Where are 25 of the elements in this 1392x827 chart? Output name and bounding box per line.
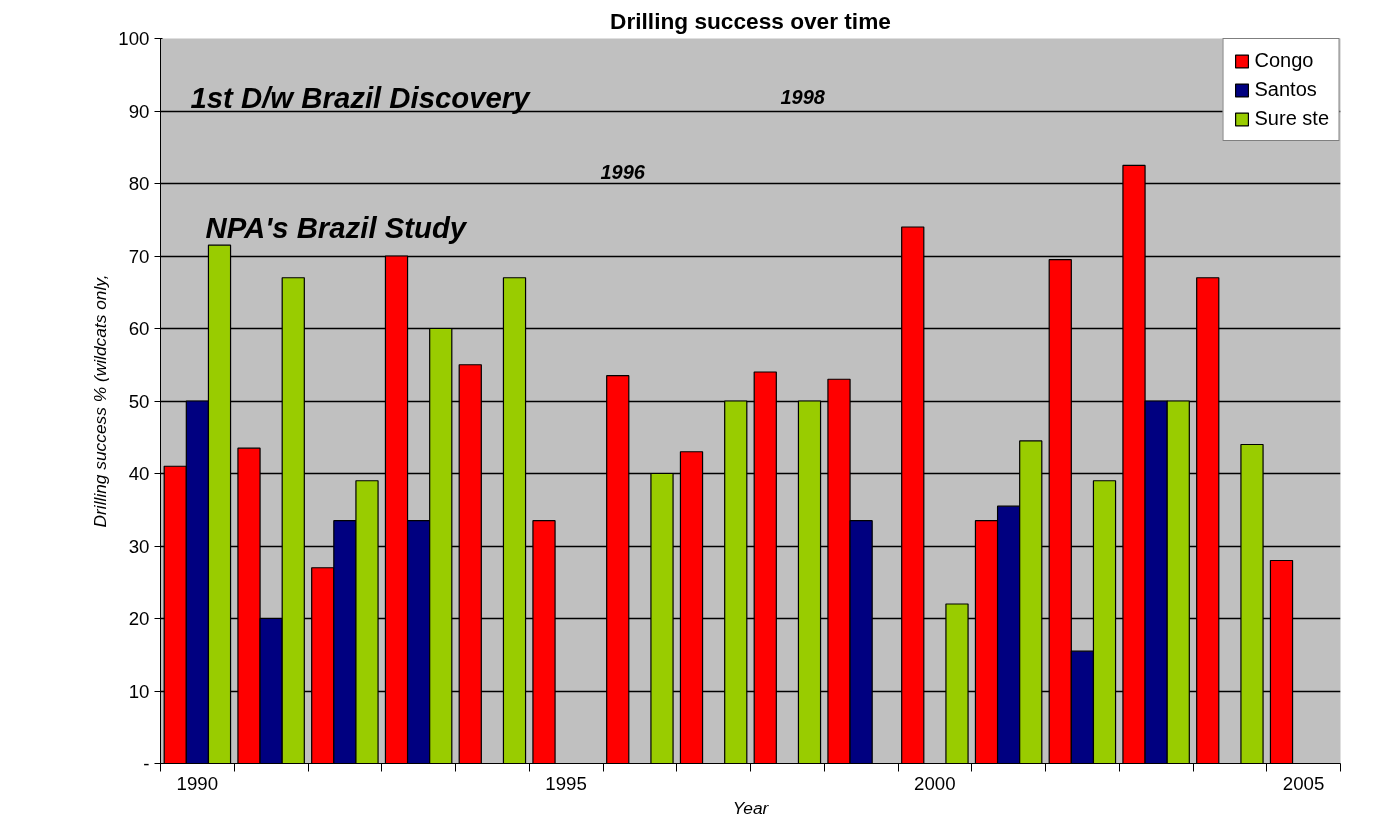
y-tick-label: 40 xyxy=(128,463,150,484)
annotation: 1st D/w Brazil Discovery xyxy=(190,80,532,114)
y-tick-label: 90 xyxy=(128,100,150,122)
legend-label: Santos xyxy=(1254,78,1317,101)
x-tick-label: 2005 xyxy=(1282,772,1325,794)
x-tick-label: 1995 xyxy=(545,772,587,794)
y-tick-label: 70 xyxy=(128,245,150,267)
legend-label: Congo xyxy=(1254,49,1314,72)
y-tick-label: 30 xyxy=(128,535,150,557)
x-tick-label: 2000 xyxy=(914,772,956,794)
x-axis-title: Year xyxy=(732,797,770,818)
y-tick-label: - xyxy=(143,753,150,774)
y-tick-label: 100 xyxy=(118,28,150,49)
y-tick-label: 20 xyxy=(128,608,150,629)
annotation: 1996 xyxy=(600,160,646,183)
y-tick-label: 60 xyxy=(128,318,150,339)
legend-label: Sure ste xyxy=(1254,107,1329,130)
y-tick-label: 10 xyxy=(128,680,150,702)
y-axis-title: Drilling success % (wildcats only, xyxy=(90,274,111,528)
annotation: NPA's Brazil Study xyxy=(205,210,468,244)
y-tick-label: 50 xyxy=(128,390,150,412)
chart-title: Drilling success over time xyxy=(610,7,891,34)
annotation: 1998 xyxy=(780,85,826,108)
x-tick-label: 1990 xyxy=(176,772,219,794)
y-tick-label: 80 xyxy=(128,173,150,194)
